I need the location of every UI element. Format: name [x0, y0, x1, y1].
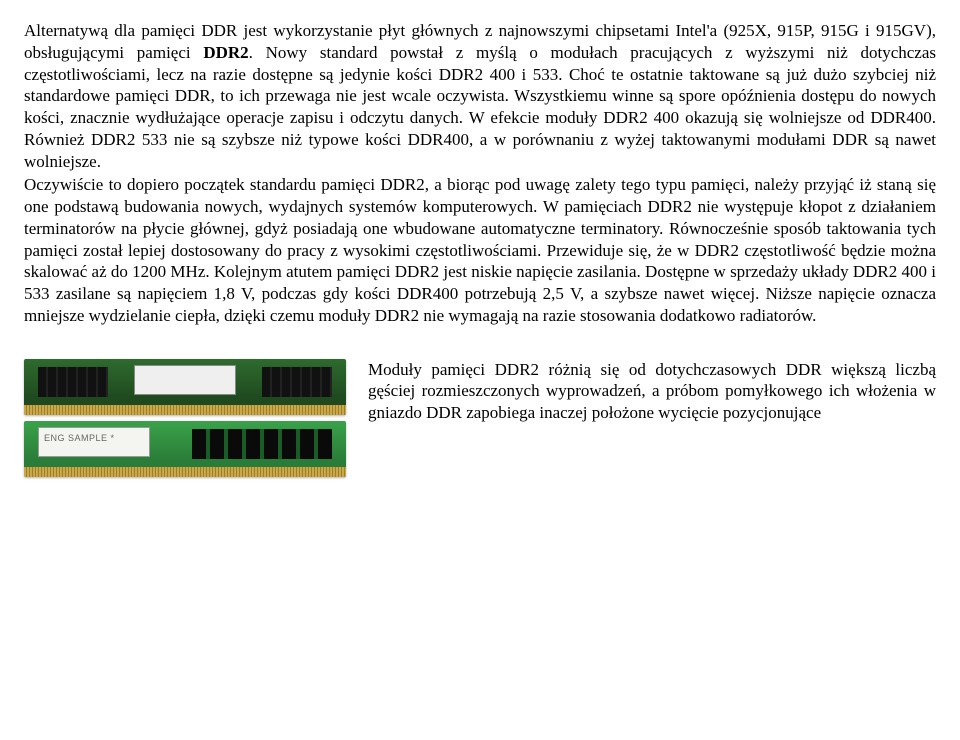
- ddr-pins: [24, 405, 346, 415]
- memory-module-images: ENG SAMPLE *: [24, 359, 346, 477]
- p1-bold-ddr2: DDR2: [203, 43, 248, 62]
- ddr2-module-image: ENG SAMPLE *: [24, 421, 346, 477]
- ddr2-pins: [24, 467, 346, 477]
- paragraph-2: Oczywiście to dopiero początek standardu…: [24, 174, 936, 326]
- bottom-row: ENG SAMPLE * Moduły pamięci DDR2 różnią …: [24, 359, 936, 477]
- ddr2-sample-label: ENG SAMPLE *: [44, 433, 115, 443]
- ddr-module-image: [24, 359, 346, 415]
- side-paragraph: Moduły pamięci DDR2 różnią się od dotych…: [368, 359, 936, 424]
- ddr2-chips-right: [192, 429, 332, 459]
- paragraph-1: Alternatywą dla pamięci DDR jest wykorzy…: [24, 20, 936, 172]
- spacer: [24, 329, 936, 359]
- ddr-chips-right: [262, 367, 332, 397]
